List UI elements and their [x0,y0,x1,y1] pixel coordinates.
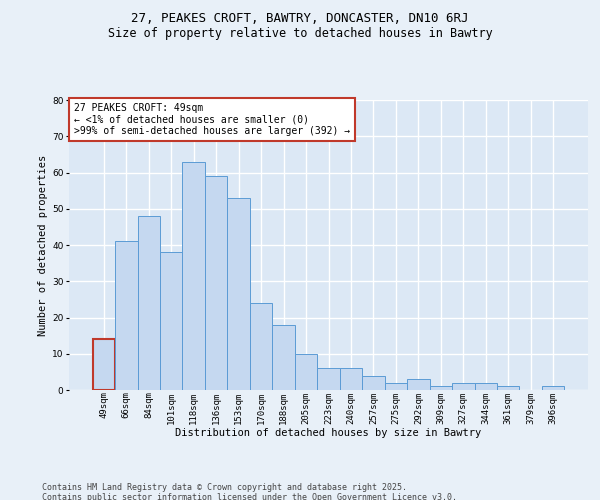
Bar [340,368,362,390]
Text: 27, PEAKES CROFT, BAWTRY, DONCASTER, DN10 6RJ: 27, PEAKES CROFT, BAWTRY, DONCASTER, DN1… [131,12,469,26]
Bar [542,386,565,390]
X-axis label: Distribution of detached houses by size in Bawtry: Distribution of detached houses by size … [175,428,482,438]
Bar [385,383,407,390]
Y-axis label: Number of detached properties: Number of detached properties [38,154,48,336]
Bar [497,386,520,390]
Bar [227,198,250,390]
Bar [115,242,137,390]
Text: 27 PEAKES CROFT: 49sqm
← <1% of detached houses are smaller (0)
>99% of semi-det: 27 PEAKES CROFT: 49sqm ← <1% of detached… [74,103,350,136]
Bar [92,339,115,390]
Bar [205,176,227,390]
Bar [272,325,295,390]
Bar [475,383,497,390]
Bar [182,162,205,390]
Bar [407,379,430,390]
Bar [362,376,385,390]
Bar [250,303,272,390]
Bar [430,386,452,390]
Bar [295,354,317,390]
Bar [160,252,182,390]
Bar [317,368,340,390]
Text: Contains HM Land Registry data © Crown copyright and database right 2025.
Contai: Contains HM Land Registry data © Crown c… [42,482,457,500]
Text: Size of property relative to detached houses in Bawtry: Size of property relative to detached ho… [107,28,493,40]
Bar [137,216,160,390]
Bar [452,383,475,390]
